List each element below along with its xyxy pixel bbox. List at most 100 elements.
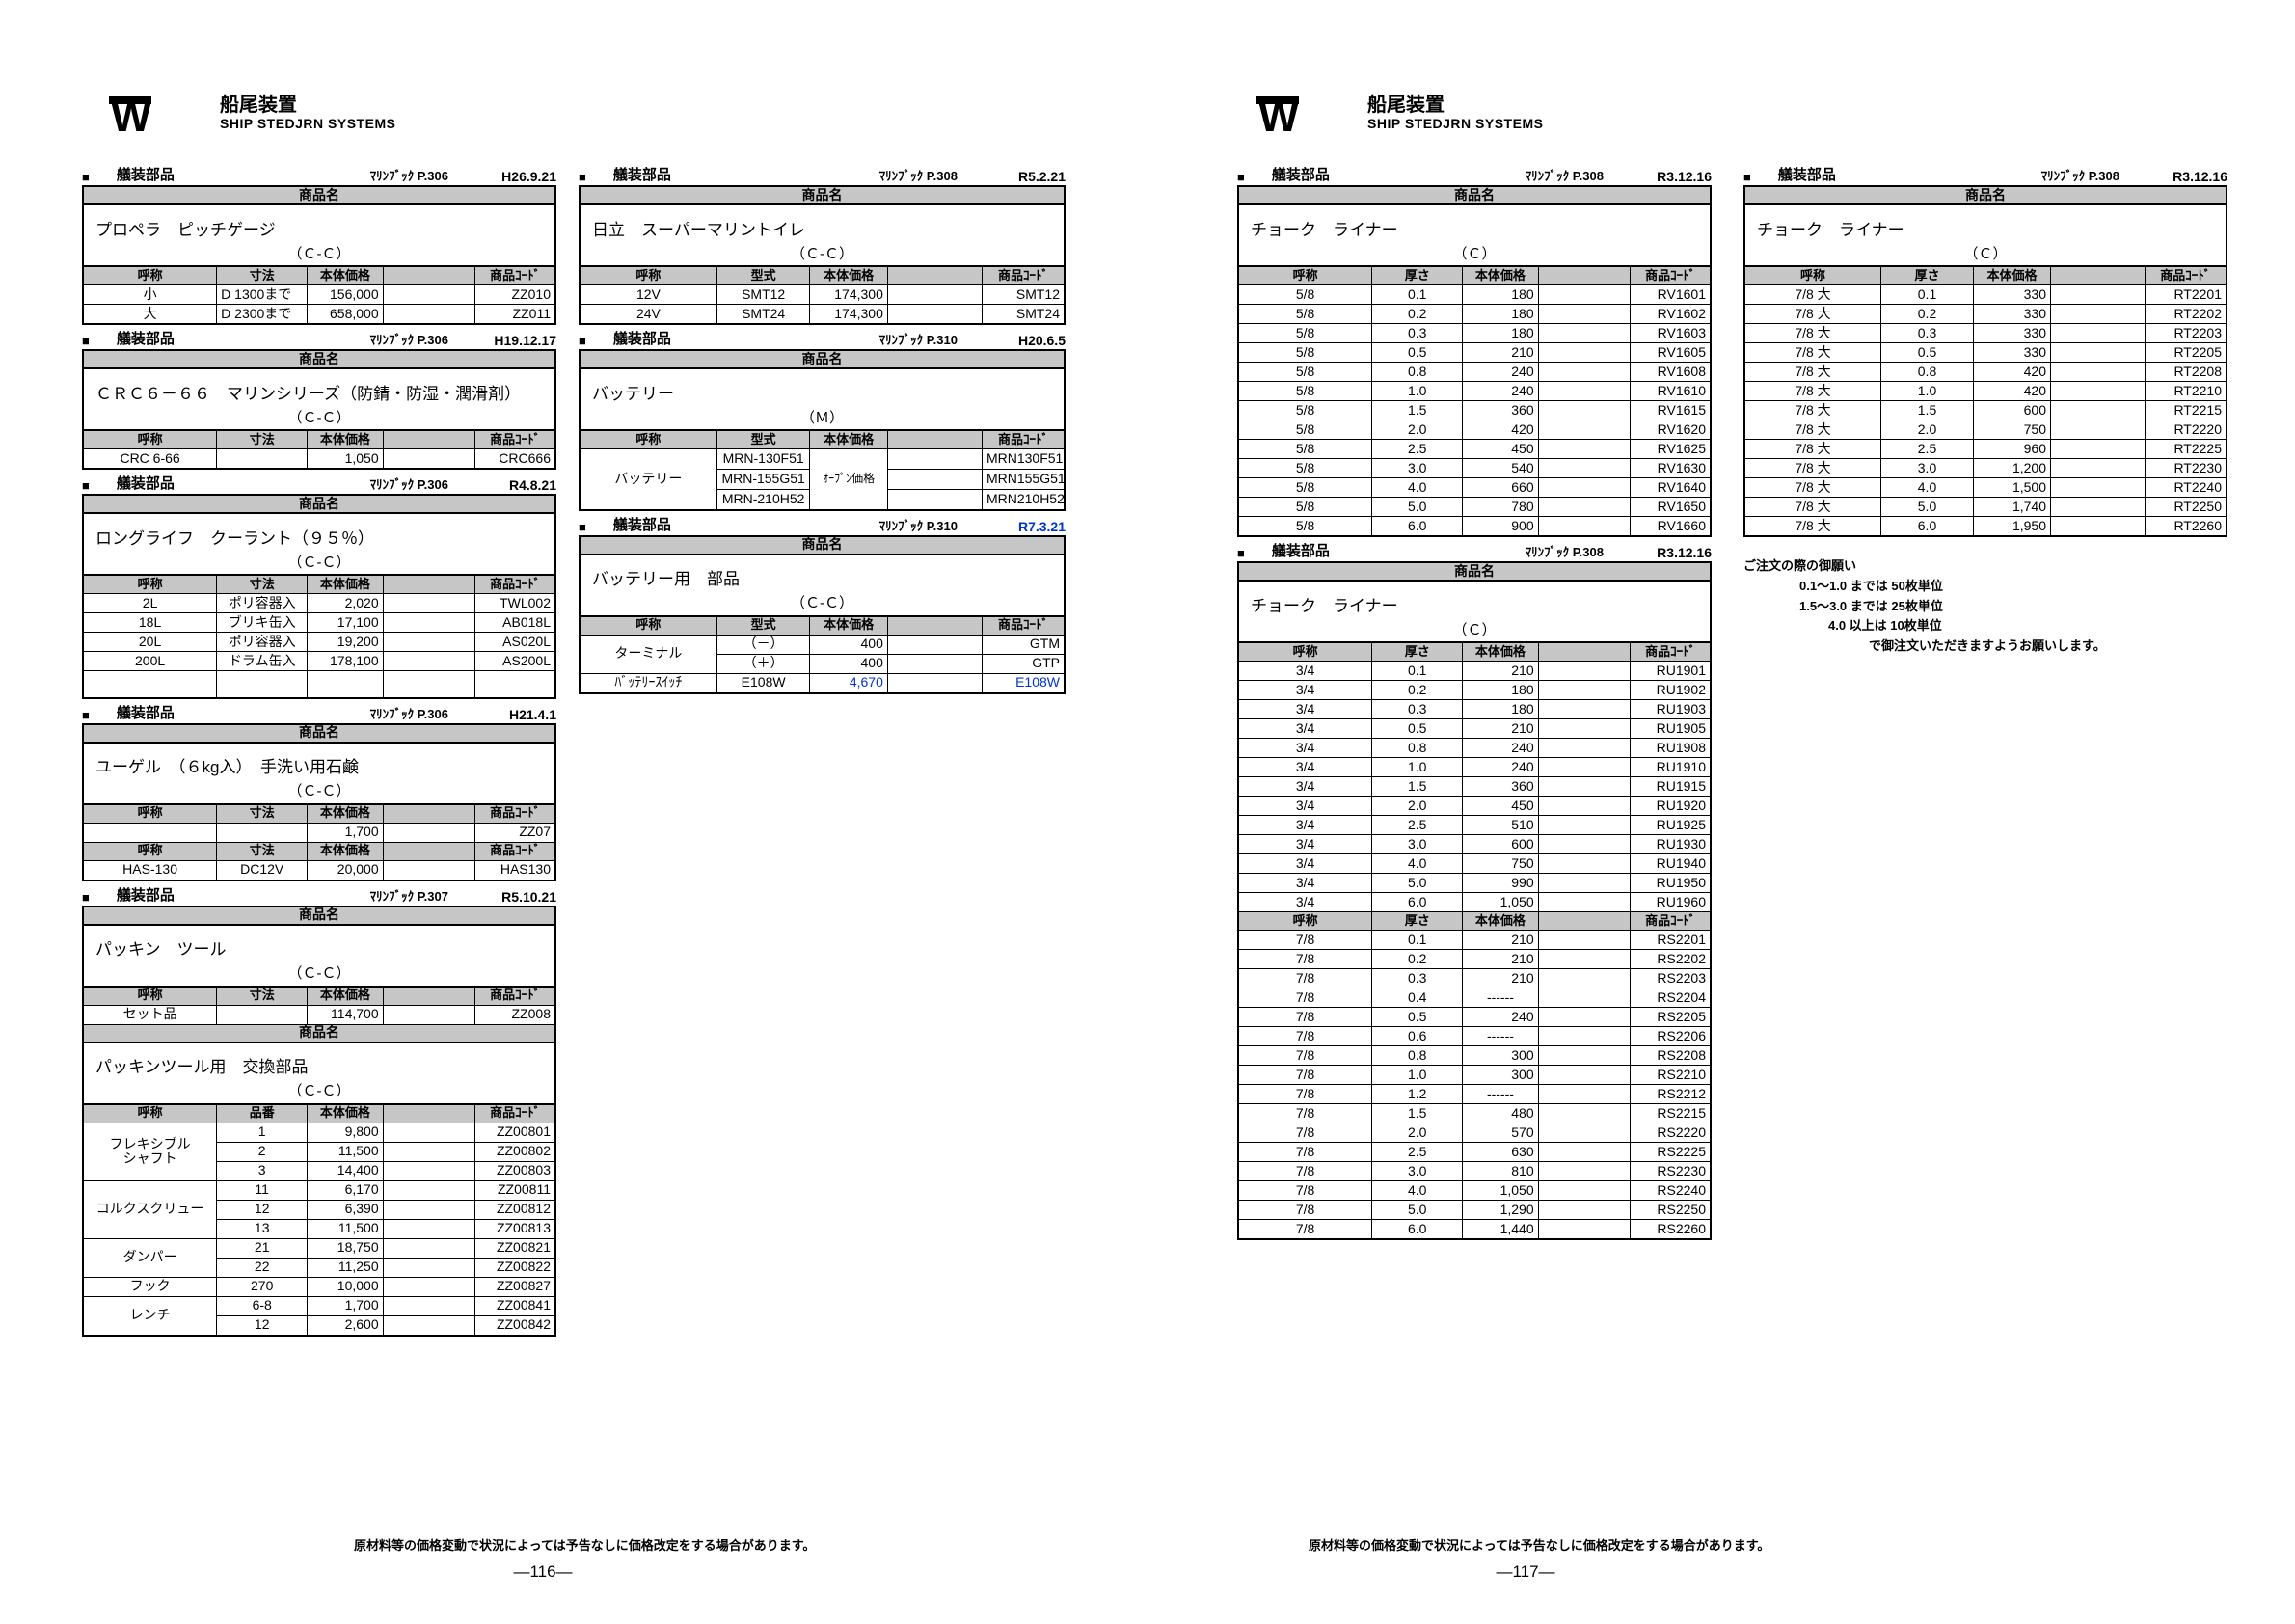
table-cell: 6.0 (1880, 516, 1974, 537)
table-cell: 330 (1973, 323, 2051, 343)
column-header-cell: 呼称 (1237, 265, 1373, 285)
product-title-cell: バッテリー （Ｍ） (579, 367, 1066, 431)
table-cell (382, 632, 476, 652)
section-label: 艤装部品 (612, 516, 671, 533)
table-row: 12V SMT12 174,300 SMT12 (579, 284, 1066, 305)
table-cell: 1.5 (1880, 400, 1974, 420)
table-cell: 510 (1462, 815, 1539, 835)
table-row: 7/8 大 5.0 1,740 RT2250 (1743, 497, 2228, 517)
page-title: 船尾装置 (1367, 95, 1444, 116)
table-row: 7/8 0.2 210 RS2202 (1237, 949, 1712, 969)
table-cell: RU1930 (1630, 834, 1712, 854)
table-cell: 7/8 (1237, 1180, 1373, 1201)
column-header-cell: 呼称 (579, 265, 717, 285)
column-header-cell (886, 265, 983, 285)
column-header-cell: 呼称 (82, 803, 218, 824)
column-header-cell: 型式 (716, 429, 811, 449)
table-row: 3/4 6.0 1,050 RU1960 (1237, 892, 1712, 912)
table-cell: 5/8 (1237, 497, 1373, 517)
table-cell: 1.0 (1880, 381, 1974, 401)
table-cell: 180 (1462, 699, 1539, 719)
revision-date: R5.2.21 (1017, 169, 1066, 184)
column-header-cell: 商品ｺｰﾄﾞ (474, 265, 556, 285)
table-cell (382, 1004, 476, 1025)
table-cell (2050, 516, 2146, 537)
table-cell: 2,020 (307, 593, 384, 613)
table-row: 5/8 0.3 180 RV1603 (1237, 323, 1712, 343)
marinebook-ref: ﾏﾘﾝﾌﾞｯｸ P.306 (369, 333, 448, 347)
table-row: 7/8 大 2.5 960 RT2225 (1743, 439, 2228, 459)
table-row: チョーク ライナー （Ｃ） (1237, 203, 1712, 267)
section-label: 艤装部品 (612, 331, 671, 347)
table-cell: HAS130 (474, 859, 556, 880)
table-cell: 210 (1462, 968, 1539, 988)
section-header: ■ 艤装部品 ﾏﾘﾝﾌﾞｯｸ P.306 H21.4.1 (82, 703, 556, 722)
page-number: —117— (1496, 1562, 1555, 1581)
product-title-cell: ロングライフ クーラント（９５％） （Ｃ-Ｃ） (82, 512, 556, 576)
table-cell: 300 (1462, 1045, 1539, 1066)
table-cell: RU1902 (1630, 680, 1712, 700)
table-cell (216, 822, 309, 843)
revision-date: H19.12.17 (494, 333, 556, 348)
table-cell: ポリ容器入 (216, 593, 309, 613)
table-cell: 0.3 (1880, 323, 1974, 343)
table-row: 呼称 厚さ 本体価格 商品ｺｰﾄﾞ (1237, 265, 1712, 285)
table-cell: 5/8 (1237, 381, 1373, 401)
table-cell: ターミナル (579, 634, 717, 674)
column-header-cell: 厚さ (1880, 265, 1974, 285)
table-cell: RU1905 (1630, 718, 1712, 739)
table-cell: 1,700 (307, 1295, 384, 1316)
table-cell: 0.1 (1371, 284, 1464, 305)
table-cell: 0.8 (1880, 362, 1974, 382)
table-cell: コルクスクリュー (82, 1179, 218, 1239)
table-row: バッテリー用 部品 （Ｃ-Ｃ） (579, 554, 1066, 617)
product-title: ＣＲＣ６－６６ マリンシリーズ（防錆・防湿・潤滑剤） (95, 384, 522, 403)
table-row: 13 11,500 ZZ00813 (83, 1218, 556, 1239)
table-cell: 7/8 大 (1743, 516, 1881, 537)
table-cell: 1.5 (1371, 1103, 1464, 1123)
table-row: フレキシブル シャフト 1 9,800 ZZ00801 (82, 1122, 556, 1181)
table-cell: 1,050 (1462, 1180, 1539, 1201)
table-cell: 大 (82, 304, 218, 325)
table-cell: 750 (1973, 420, 2051, 440)
product-title: チョーク ライナー (1251, 220, 1398, 239)
table-cell (1537, 1180, 1632, 1201)
column-header-cell: 商品ｺｰﾄﾞ (474, 986, 556, 1006)
table-cell (307, 670, 384, 698)
table-cell: 3/4 (1237, 718, 1373, 739)
table-cell (886, 469, 983, 490)
table-cell: MRN-155G51 (716, 469, 811, 490)
table-cell: 1,440 (1462, 1219, 1539, 1240)
table-cell: 7/8 大 (1743, 497, 1881, 517)
table-cell: RV1630 (1630, 458, 1712, 478)
section-label: 艤装部品 (1271, 167, 1330, 183)
table-cell: 1.5 (1371, 400, 1464, 420)
table-cell: 18L (82, 612, 218, 633)
table-cell (216, 448, 309, 470)
table-cell: 7/8 大 (1743, 342, 1881, 363)
table-cell: 7/8 (1237, 1007, 1373, 1027)
brand-header: W 船尾装置 SHIP STEDJRN SYSTEMS (106, 95, 395, 139)
section-header: ■ 艤装部品 ﾏﾘﾝﾌﾞｯｸ P.308 R3.12.16 (1237, 541, 1712, 560)
table-cell (1537, 1103, 1632, 1123)
product-name-bar: 商品名 (82, 349, 556, 369)
table-cell: 18,750 (307, 1237, 384, 1259)
section-marker-icon: ■ (82, 889, 90, 905)
table-cell: RS2205 (1630, 1007, 1712, 1027)
table-cell: 19,200 (307, 632, 384, 652)
table-row: 呼称 厚さ 本体価格 商品ｺｰﾄﾞ (1237, 641, 1712, 662)
table-row: MRN-210H52 MRN210H52 (580, 489, 1066, 510)
table-cell: ドラム缶入 (216, 651, 309, 671)
table-row: 5/8 4.0 660 RV1640 (1237, 477, 1712, 498)
table-cell: 240 (1462, 381, 1539, 401)
table-row: 呼称 厚さ 本体価格 商品ｺｰﾄﾞ (1743, 265, 2228, 285)
table-cell: 1,290 (1462, 1200, 1539, 1220)
table-cell: 960 (1973, 439, 2051, 459)
table-cell: 5.0 (1371, 1200, 1464, 1220)
table-cell: 7/8 大 (1743, 420, 1881, 440)
table-row (82, 670, 556, 698)
table-cell: 小 (82, 284, 218, 305)
revision-date: R5.10.21 (501, 888, 556, 905)
product-title-cell: チョーク ライナー （Ｃ） (1743, 203, 2228, 267)
